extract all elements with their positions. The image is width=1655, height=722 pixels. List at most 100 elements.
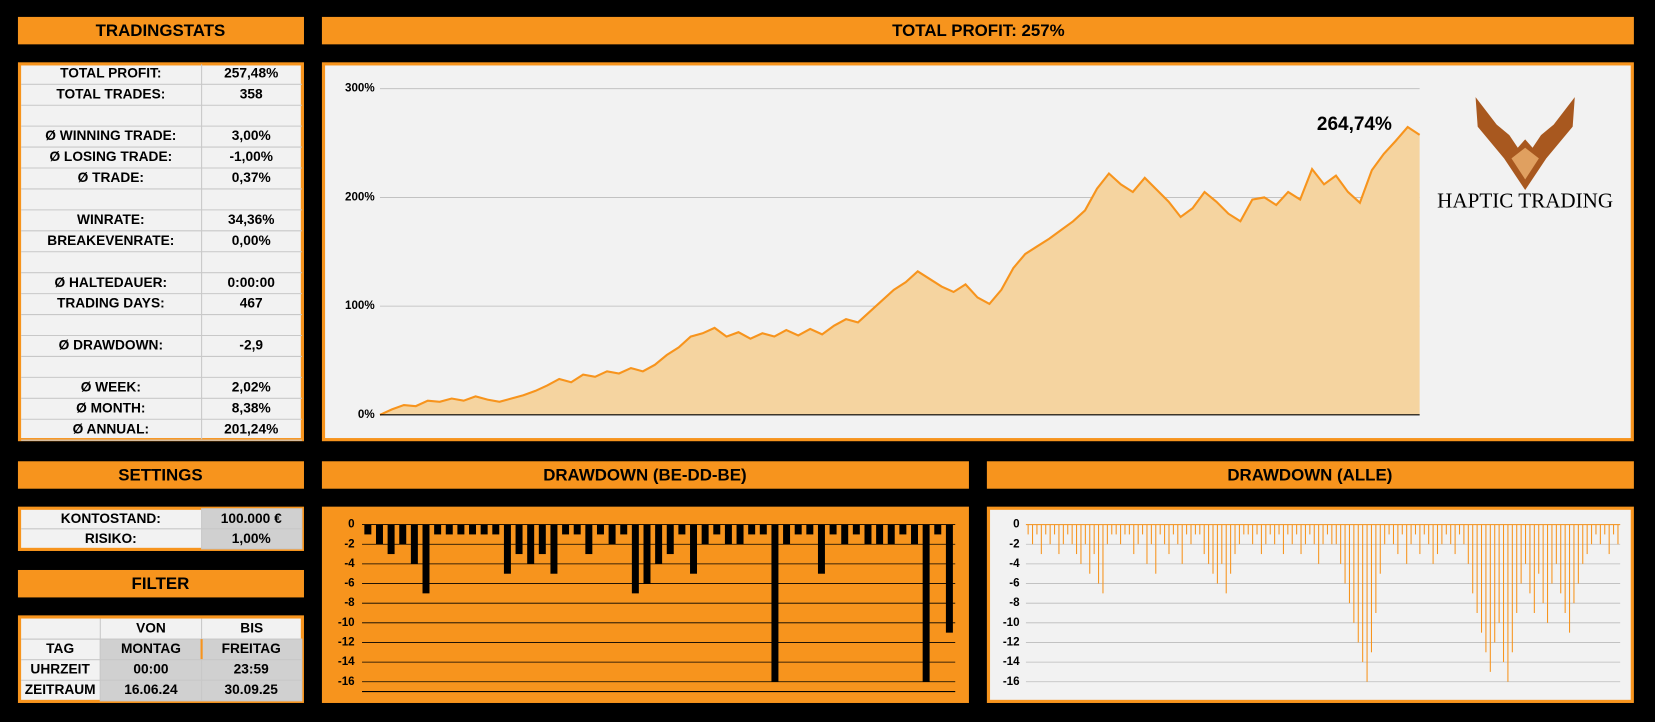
bar bbox=[364, 524, 372, 535]
stat-value: -2,9 bbox=[239, 338, 263, 353]
bar bbox=[631, 524, 639, 594]
stat-label: TOTAL PROFIT: bbox=[60, 65, 161, 80]
y-tick-label: -2 bbox=[344, 537, 354, 550]
stat-label: Ø WEEK: bbox=[81, 379, 141, 394]
bar bbox=[573, 524, 581, 535]
filter-label: TAG bbox=[46, 641, 74, 656]
bar bbox=[876, 524, 884, 545]
value-cell bbox=[99, 659, 303, 681]
bar bbox=[469, 524, 477, 535]
bar bbox=[666, 524, 674, 555]
stat-value: 0:00:00 bbox=[228, 275, 276, 290]
bar bbox=[538, 524, 546, 555]
y-tick-label: -4 bbox=[344, 557, 355, 570]
bar bbox=[829, 524, 837, 535]
y-tick-label: -10 bbox=[338, 616, 355, 629]
bar bbox=[387, 524, 395, 555]
y-tick-label: 0 bbox=[348, 518, 354, 531]
stat-value: 467 bbox=[240, 296, 263, 311]
bar bbox=[399, 524, 407, 545]
stat-label: TOTAL TRADES: bbox=[56, 86, 165, 101]
bar bbox=[655, 524, 663, 564]
bar bbox=[492, 524, 500, 535]
y-tick-label: -16 bbox=[338, 675, 355, 688]
filter-label: UHRZEIT bbox=[30, 662, 90, 677]
header-title: TRADINGSTATS bbox=[96, 21, 226, 40]
header-title: SETTINGS bbox=[118, 466, 202, 485]
header-bar bbox=[17, 569, 304, 598]
stat-value: 8,38% bbox=[232, 400, 271, 415]
header-bar bbox=[986, 461, 1634, 489]
content: TOTAL PROFIT: 257,48% TOTAL TRADES: 358 Ø WI… bbox=[21, 64, 1621, 702]
bar bbox=[748, 524, 756, 535]
filter-to: 23:59 bbox=[234, 662, 269, 677]
bar bbox=[445, 524, 453, 535]
y-tick-label: 100% bbox=[345, 299, 375, 312]
stat-value: 0,00% bbox=[232, 233, 271, 248]
y-tick-label: -2 bbox=[1009, 537, 1019, 550]
filter-from: MONTAG bbox=[121, 641, 181, 656]
bar bbox=[841, 524, 849, 545]
header-title: DRAWDOWN (BE-DD-BE) bbox=[543, 466, 746, 485]
bar bbox=[596, 524, 604, 535]
bar bbox=[887, 524, 895, 545]
stat-value: 0,37% bbox=[232, 170, 271, 185]
bar bbox=[620, 524, 628, 535]
y-tick-label: -4 bbox=[1009, 557, 1020, 570]
bar bbox=[585, 524, 593, 555]
header-bar bbox=[321, 461, 969, 489]
bar bbox=[678, 524, 686, 535]
line bbox=[379, 125, 1421, 416]
stat-value: 358 bbox=[240, 86, 263, 101]
bar bbox=[550, 524, 558, 574]
logo: HAPTIC TRADING bbox=[1437, 97, 1613, 213]
filter-from: 16.06.24 bbox=[124, 682, 178, 697]
y-tick-label: 200% bbox=[345, 190, 375, 203]
drawdown-all-panel bbox=[986, 506, 1634, 703]
stat-value: 3,00% bbox=[232, 128, 271, 143]
y-tick-label: -8 bbox=[1009, 596, 1020, 609]
bar bbox=[434, 524, 442, 535]
stat-value: 201,24% bbox=[224, 421, 278, 436]
y-tick-label: 0% bbox=[358, 408, 375, 421]
bar bbox=[643, 524, 651, 584]
y-tick-label: -12 bbox=[338, 636, 355, 649]
bar bbox=[922, 524, 930, 682]
filter-from: 00:00 bbox=[133, 662, 168, 677]
header-title: DRAWDOWN (ALLE) bbox=[1227, 466, 1392, 485]
stat-label: BREAKEVENRATE: bbox=[47, 233, 174, 248]
bar bbox=[701, 524, 709, 545]
bar bbox=[480, 524, 488, 535]
bar bbox=[457, 524, 465, 535]
stat-value: -1,00% bbox=[229, 149, 272, 164]
filter-to: FREITAG bbox=[222, 641, 281, 656]
value-cell bbox=[201, 528, 303, 550]
annotation: 264,74% bbox=[1317, 114, 1392, 135]
header-title: FILTER bbox=[132, 574, 190, 593]
bar bbox=[934, 524, 942, 535]
y-tick-label: 0 bbox=[1013, 518, 1019, 531]
stat-value: 257,48% bbox=[224, 65, 278, 80]
bar bbox=[817, 524, 825, 574]
header-bar bbox=[17, 16, 304, 45]
filter-to: 30.09.25 bbox=[225, 682, 279, 697]
bar bbox=[794, 524, 802, 535]
y-tick-label: -10 bbox=[1003, 616, 1020, 629]
stat-label: Ø TRADE: bbox=[78, 170, 144, 185]
stat-label: Ø WINNING TRADE: bbox=[45, 128, 176, 143]
bar bbox=[503, 524, 511, 574]
stat-value: 34,36% bbox=[228, 212, 275, 227]
bar bbox=[422, 524, 430, 594]
bar bbox=[771, 524, 779, 682]
stat-label: Ø ANNUAL: bbox=[73, 421, 149, 436]
stat-label: Ø LOSING TRADE: bbox=[49, 149, 172, 164]
y-tick-label: -8 bbox=[344, 596, 355, 609]
bar bbox=[515, 524, 523, 555]
bar bbox=[608, 524, 616, 545]
stat-label: WINRATE: bbox=[77, 212, 145, 227]
filter-label: ZEITRAUM bbox=[25, 682, 96, 697]
y-tick-label: -12 bbox=[1003, 636, 1020, 649]
logo-mark bbox=[1511, 147, 1539, 180]
bar bbox=[945, 524, 953, 633]
